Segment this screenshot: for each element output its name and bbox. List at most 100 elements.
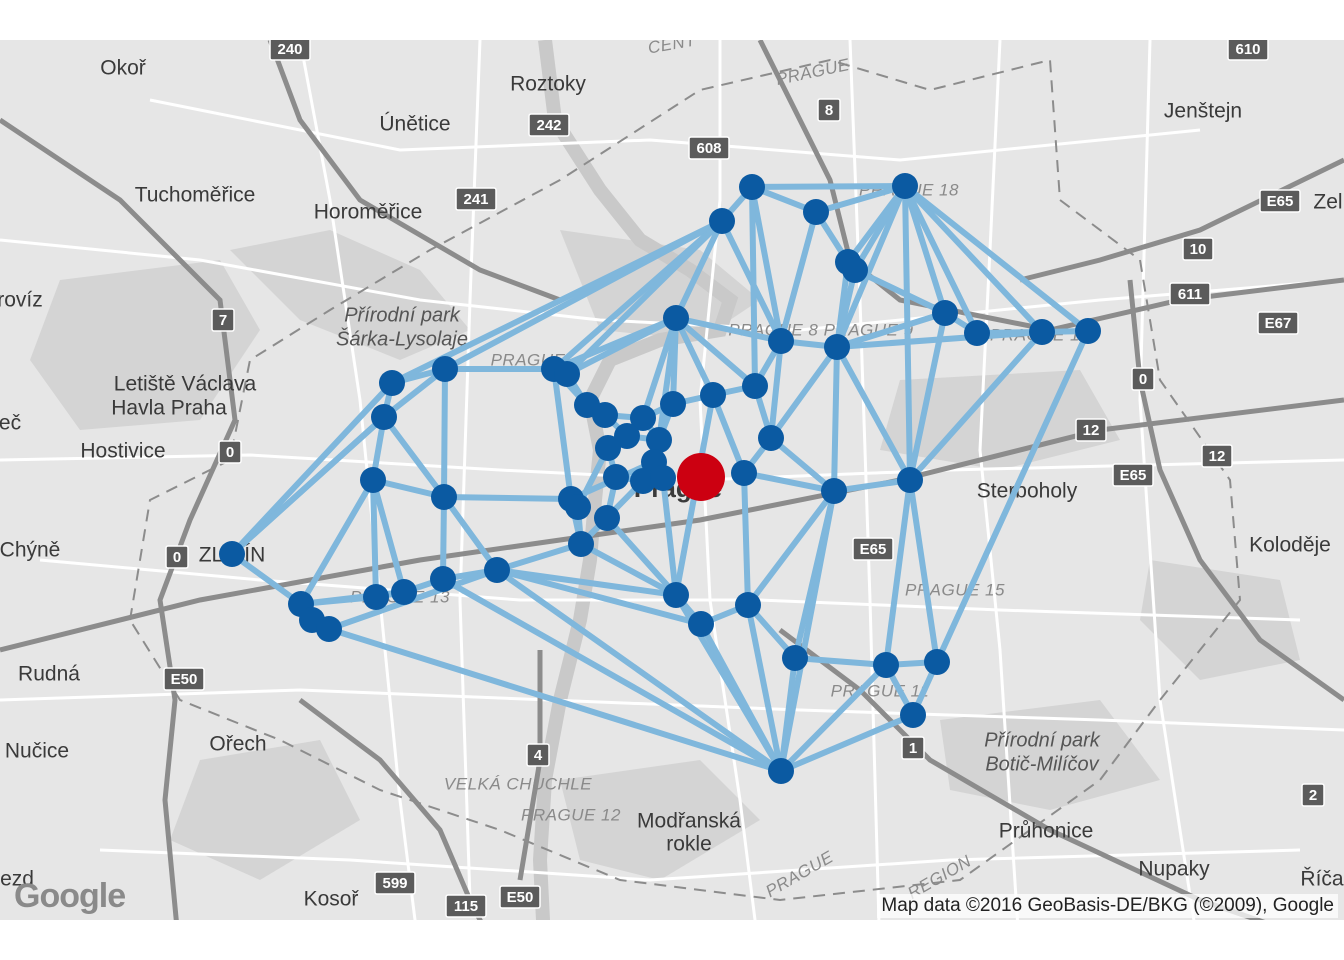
network-node-n37[interactable] (431, 484, 457, 510)
network-node-n33[interactable] (731, 460, 757, 486)
network-node-n13[interactable] (824, 334, 850, 360)
network-node-n2[interactable] (892, 173, 918, 199)
network-node-n8[interactable] (932, 300, 958, 326)
road-shield-se65b: E65 (1112, 463, 1154, 487)
place-label-modranska1: Modřanská (637, 810, 741, 833)
network-edge (710, 392, 747, 476)
network-edge (768, 344, 840, 441)
network-node-n10[interactable] (1029, 319, 1055, 345)
network-edge (673, 315, 758, 389)
network-node-n11[interactable] (1075, 318, 1101, 344)
network-edge (440, 494, 447, 582)
network-node-n53[interactable] (782, 645, 808, 671)
place-label-modranska2: rokle (666, 833, 712, 856)
road-shield-se50b: E50 (499, 885, 541, 909)
network-node-n26[interactable] (595, 435, 621, 461)
network-edge (852, 267, 948, 316)
road-shield-s2: 2 (1301, 783, 1325, 807)
network-node-n22[interactable] (592, 402, 618, 428)
network-node-n36[interactable] (821, 478, 847, 504)
network-node-n45[interactable] (391, 579, 417, 605)
road-shield-se67: E67 (1257, 311, 1299, 335)
network-node-n44[interactable] (430, 566, 456, 592)
road-shield-se65c: E65 (852, 537, 894, 561)
network-edge (440, 576, 784, 774)
place-label-roztoky: Roztoky (510, 73, 586, 96)
place-label-letiste2: Havla Praha (111, 397, 227, 420)
road-shield-s241: 241 (455, 187, 497, 211)
network-node-n56[interactable] (900, 702, 926, 728)
network-edge (229, 380, 395, 557)
place-label-nupaky: Nupaky (1138, 858, 1210, 881)
city-boundary (128, 58, 1242, 902)
network-edge (673, 315, 784, 344)
network-edge (792, 655, 889, 668)
network-edge (389, 218, 725, 386)
network-node-n57[interactable] (768, 758, 794, 784)
network-node-n54[interactable] (873, 652, 899, 678)
svg-text:E67: E67 (1265, 315, 1292, 332)
network-edge (768, 338, 784, 441)
network-node-n1[interactable] (739, 174, 765, 200)
road-shield-s608: 608 (688, 136, 730, 160)
network-node-n46[interactable] (363, 584, 389, 610)
network-node-n51[interactable] (316, 616, 342, 642)
highlight-node-center[interactable] (677, 453, 725, 501)
network-edge (673, 315, 716, 398)
network-node-n32[interactable] (650, 465, 676, 491)
map-canvas[interactable]: Okoř Roztoky Únětice Jenštejn Tuchoměřice Hor… (0, 40, 1344, 920)
road-shield-se50a: E50 (163, 667, 205, 691)
network-node-n7[interactable] (663, 305, 689, 331)
network-node-n52[interactable] (688, 611, 714, 637)
network-node-n14[interactable] (432, 356, 458, 382)
river (532, 40, 739, 920)
network-node-n39[interactable] (565, 494, 591, 520)
network-node-n31[interactable] (630, 468, 656, 494)
network-node-n55[interactable] (924, 649, 950, 675)
map-attribution[interactable]: Map data ©2016 GeoBasis-DE/BKG (©2009), … (877, 894, 1338, 918)
network-node-n19[interactable] (700, 382, 726, 408)
network-edge (640, 315, 679, 421)
network-node-n27[interactable] (646, 427, 672, 453)
place-label-tuchomerice: Tuchoměřice (135, 184, 256, 207)
park-label-botic1: Přírodní park (984, 729, 1101, 751)
network-node-n40[interactable] (594, 505, 620, 531)
network-node-n42[interactable] (219, 541, 245, 567)
district-label-prague15: PRAGUE 15 (905, 580, 1005, 599)
network-node-n25[interactable] (614, 423, 640, 449)
network-node-n17[interactable] (554, 361, 580, 387)
network-node-n12[interactable] (768, 328, 794, 354)
network-node-n24[interactable] (660, 391, 686, 417)
place-label-unetice: Únětice (379, 113, 450, 136)
network-node-n30[interactable] (603, 464, 629, 490)
network-edge (831, 344, 840, 494)
road-shield-s10: 10 (1182, 237, 1214, 261)
place-label-ezd: ezd (0, 868, 34, 891)
network-node-n18[interactable] (742, 373, 768, 399)
network-node-n43[interactable] (484, 557, 510, 583)
svg-text:608: 608 (696, 140, 721, 157)
network-edge (778, 655, 798, 774)
place-label-horomerice: Horoměřice (314, 201, 423, 224)
road-shield-s115: 115 (445, 894, 487, 918)
network-node-n23[interactable] (630, 405, 656, 431)
network-node-n34[interactable] (360, 467, 386, 493)
network-node-n41[interactable] (568, 531, 594, 557)
map-view[interactable]: Okoř Roztoky Únětice Jenštejn Tuchoměřice Hor… (0, 40, 1344, 920)
network-node-n9[interactable] (964, 320, 990, 346)
network-node-n4[interactable] (803, 199, 829, 225)
network-node-n35[interactable] (897, 467, 923, 493)
network-node-n47[interactable] (663, 582, 689, 608)
network-edge (578, 541, 679, 598)
network-node-n49[interactable] (735, 592, 761, 618)
road-shield-s599: 599 (374, 871, 416, 895)
network-node-n6[interactable] (842, 257, 868, 283)
svg-text:12: 12 (1083, 422, 1100, 439)
network-node-n20[interactable] (371, 404, 397, 430)
network-node-n28[interactable] (758, 425, 784, 451)
road-shield-se65a: E65 (1259, 189, 1301, 213)
network-node-n3[interactable] (709, 208, 735, 234)
network-edge (326, 626, 784, 774)
district-label-velka: VELKÁ CHUCHLE (444, 774, 592, 793)
network-node-n15[interactable] (379, 370, 405, 396)
